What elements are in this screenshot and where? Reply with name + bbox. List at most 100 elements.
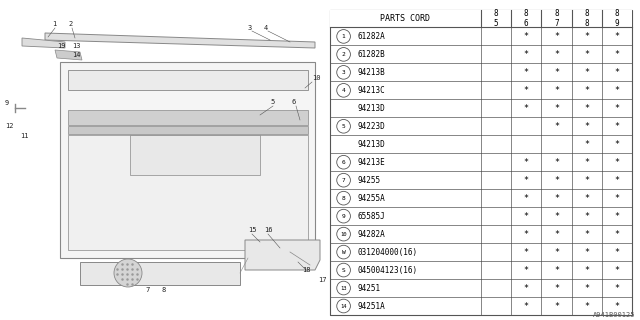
Text: *: * [524,248,529,257]
Text: *: * [554,122,559,131]
Text: 94213D: 94213D [357,140,385,149]
Text: 6: 6 [292,99,296,105]
Text: *: * [614,32,620,41]
Text: 14: 14 [340,303,347,308]
Text: *: * [614,284,620,292]
Text: 94255: 94255 [357,176,380,185]
Polygon shape [45,33,315,48]
Text: *: * [614,104,620,113]
Text: *: * [554,176,559,185]
Text: *: * [524,68,529,77]
Text: *: * [614,248,620,257]
Text: *: * [554,301,559,310]
Text: *: * [614,266,620,275]
Text: 94251: 94251 [357,284,380,292]
Text: 17: 17 [318,277,326,283]
Text: *: * [554,266,559,275]
Text: *: * [584,301,589,310]
Text: *: * [554,158,559,167]
Text: *: * [614,212,620,221]
Text: 94223D: 94223D [357,122,385,131]
Bar [330,10,632,28]
Text: *: * [584,32,589,41]
Text: *: * [584,50,589,59]
Text: 19: 19 [57,43,65,49]
Text: 8: 8 [342,196,346,201]
Text: *: * [554,68,559,77]
Text: *: * [554,284,559,292]
Text: *: * [584,176,589,185]
Text: 045004123(16): 045004123(16) [357,266,417,275]
Text: 14: 14 [72,52,81,58]
Text: *: * [584,122,589,131]
Text: 11: 11 [20,133,29,139]
Text: *: * [524,158,529,167]
Text: 8
6: 8 6 [524,9,529,28]
Text: 12: 12 [5,123,13,129]
Text: 031204000(16): 031204000(16) [357,248,417,257]
Text: 5: 5 [270,99,275,105]
Text: *: * [554,50,559,59]
Text: *: * [524,32,529,41]
Text: 13: 13 [340,285,347,291]
Text: 65585J: 65585J [357,212,385,221]
Text: W: W [342,250,346,255]
Text: 15: 15 [248,227,257,233]
Text: S: S [342,268,346,273]
Text: A941B00125: A941B00125 [593,312,635,318]
Text: 3: 3 [342,70,346,75]
Text: *: * [614,122,620,131]
Polygon shape [60,62,315,258]
Text: *: * [614,68,620,77]
Text: 7: 7 [342,178,346,183]
Text: 94213C: 94213C [357,86,385,95]
Polygon shape [22,38,65,48]
Text: *: * [584,284,589,292]
Text: *: * [554,86,559,95]
Text: 8
7: 8 7 [554,9,559,28]
Text: *: * [584,68,589,77]
Text: *: * [584,212,589,221]
Text: 4: 4 [342,88,346,93]
Text: 94255A: 94255A [357,194,385,203]
Text: *: * [554,194,559,203]
Text: 9: 9 [342,214,346,219]
Text: *: * [524,230,529,239]
Text: *: * [584,248,589,257]
Text: *: * [524,266,529,275]
Text: 6: 6 [342,160,346,165]
Text: *: * [554,32,559,41]
Circle shape [114,259,142,287]
Text: 3: 3 [248,25,252,31]
Text: *: * [524,194,529,203]
Text: *: * [614,158,620,167]
Text: 1: 1 [342,34,346,39]
Text: *: * [524,50,529,59]
Text: *: * [584,104,589,113]
Polygon shape [130,135,260,175]
Polygon shape [68,110,308,125]
Text: *: * [614,301,620,310]
Text: *: * [524,104,529,113]
Text: *: * [524,176,529,185]
Text: *: * [614,176,620,185]
Text: *: * [524,284,529,292]
Text: 4: 4 [264,25,268,31]
Text: *: * [554,104,559,113]
Text: *: * [584,230,589,239]
Text: *: * [614,86,620,95]
Text: 10: 10 [340,232,347,236]
Text: 13: 13 [72,43,81,49]
Text: *: * [554,248,559,257]
Polygon shape [55,50,82,60]
Text: 7: 7 [145,287,149,293]
Text: *: * [584,158,589,167]
Text: 8
5: 8 5 [494,9,499,28]
Text: 10: 10 [312,75,321,81]
Text: *: * [554,230,559,239]
Text: 2: 2 [342,52,346,57]
Text: *: * [524,86,529,95]
Text: *: * [584,140,589,149]
Text: 16: 16 [264,227,273,233]
Polygon shape [68,135,308,250]
